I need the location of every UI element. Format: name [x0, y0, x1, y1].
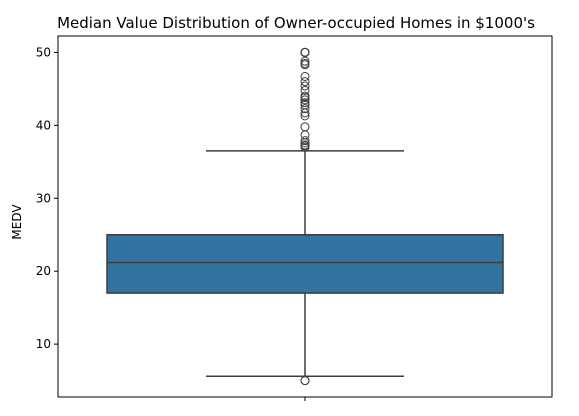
outlier-point	[300, 111, 310, 121]
y-tick-label: 50	[36, 45, 51, 59]
outlier-point	[300, 81, 310, 91]
y-tick-label: 10	[36, 337, 51, 351]
outlier-point	[300, 376, 310, 386]
outlier-point	[300, 77, 310, 87]
outlier-point	[300, 56, 310, 66]
outlier-point	[300, 91, 310, 101]
outlier-point	[300, 85, 310, 95]
outlier-point	[300, 95, 310, 105]
outlier-point	[300, 100, 310, 110]
outlier-point	[300, 47, 310, 57]
outlier-point	[300, 136, 310, 146]
y-tick-label: 40	[36, 118, 51, 132]
outlier-point	[300, 104, 310, 114]
outlier-point	[300, 140, 310, 150]
outlier-point	[300, 130, 310, 140]
interquartile-box	[106, 233, 504, 294]
y-tick-label: 30	[36, 191, 51, 205]
y-axis-label: MEDV	[10, 204, 24, 240]
plot-area	[106, 47, 504, 386]
chart-title: Median Value Distribution of Owner-occup…	[57, 14, 535, 32]
outlier-point	[300, 58, 310, 68]
outlier-point	[300, 71, 310, 81]
outlier-point	[300, 98, 310, 108]
y-tick-label: 20	[36, 264, 51, 278]
y-axis: 10 20 30 40 50	[36, 45, 58, 351]
outlier-point	[300, 122, 310, 132]
